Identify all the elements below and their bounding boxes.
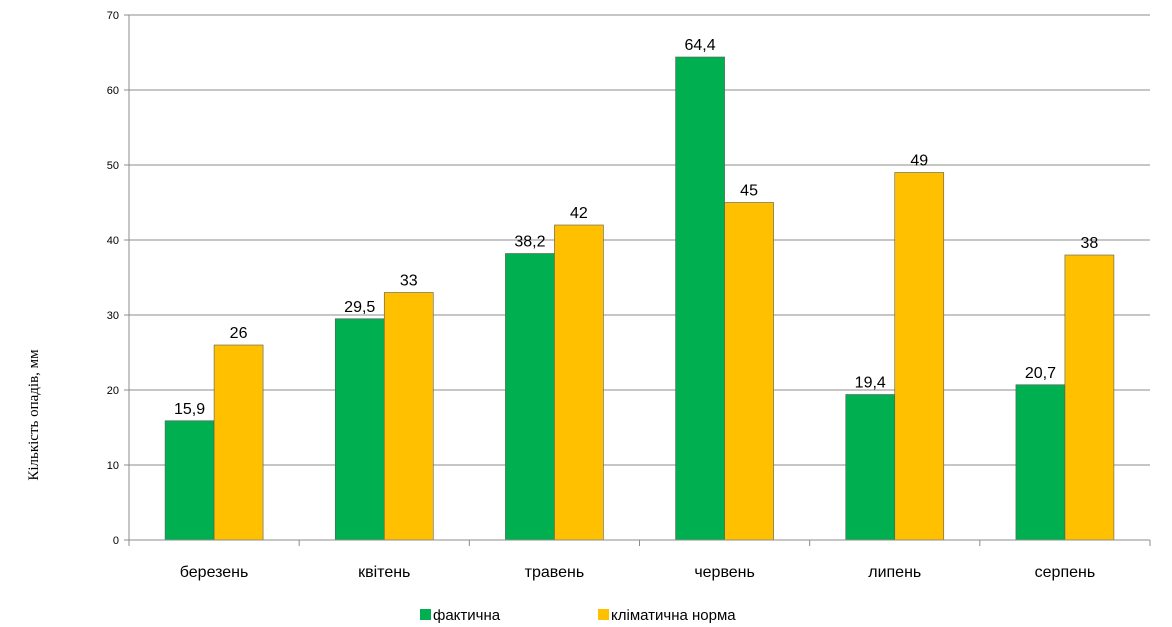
data-label: 29,5 [344,299,375,316]
data-label: 45 [740,183,758,200]
bars [164,56,1115,541]
y-tick-labels: 0 10 20 30 40 50 60 70 [107,10,119,547]
data-label: 64,4 [685,37,716,54]
data-label: 33 [400,273,418,290]
x-category-label: червень [694,564,755,581]
bar-actual [1015,384,1066,541]
data-label: 20,7 [1025,365,1056,382]
data-label: 26 [230,325,248,342]
x-category-label: березень [180,564,249,581]
y-axis-label: Кількість опадів, мм [26,349,42,481]
bar-norm [213,344,264,541]
y-tick-label: 60 [107,85,119,97]
bar-norm [554,224,604,541]
legend-label: фактична [433,607,501,624]
data-labels: 15,9 26 29,5 33 38,2 42 64,4 45 19,4 49 20,7 38 [174,37,1098,418]
legend: фактична кліматична норма [420,607,736,624]
y-tick-label: 30 [107,310,119,322]
x-category-label: травень [525,564,585,581]
bar-actual [334,318,385,541]
y-tick-label: 70 [107,10,119,22]
gridlines [129,14,1150,466]
x-category-labels: березень квітень травень червень липень серпе… [180,564,1095,581]
y-tick-label: 20 [107,385,119,397]
bar-actual [164,420,215,541]
data-label: 38,2 [514,234,545,251]
data-label: 19,4 [855,375,886,392]
y-tick-label: 40 [107,235,119,247]
x-category-label: серпень [1035,564,1096,581]
bar-actual [675,56,725,541]
legend-label: кліматична норма [611,607,736,624]
bar-norm [724,202,774,541]
y-tick-label: 0 [113,535,119,547]
x-category-label: квітень [358,564,410,581]
data-label: 15,9 [174,401,205,418]
bar-actual [505,253,555,541]
data-label: 38 [1081,235,1099,252]
bar-norm [1064,254,1115,541]
axes [124,14,1151,546]
data-label: 42 [570,205,588,222]
legend-swatch [598,609,609,620]
x-category-label: липень [868,564,921,581]
bar-norm [894,172,945,541]
y-tick-label: 10 [107,460,119,472]
bar-norm [383,292,434,541]
y-tick-label: 50 [107,160,119,172]
data-label: 49 [910,153,928,170]
legend-swatch [420,609,431,620]
bar-actual [845,394,896,541]
